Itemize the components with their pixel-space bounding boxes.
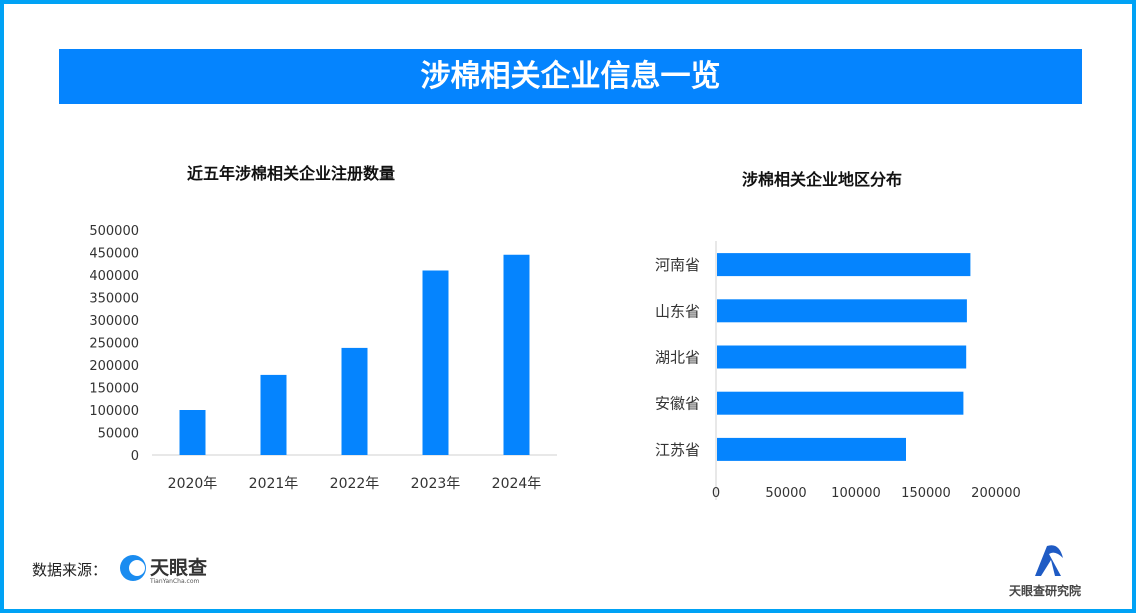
- bar-2023年: [422, 270, 449, 455]
- bar-2022年: [341, 347, 368, 455]
- bar-安徽省: [717, 391, 964, 415]
- x-tick-label: 0: [712, 486, 720, 501]
- y-tick-label: 50000: [98, 427, 139, 442]
- bar-湖北省: [717, 345, 967, 369]
- chart1-title: 近五年涉棉相关企业注册数量: [187, 164, 396, 183]
- y-tick-label: 450000: [89, 247, 139, 262]
- bar-山东省: [717, 299, 967, 323]
- bar-江苏省: [717, 437, 906, 461]
- y-tick-label: 山东省: [655, 302, 700, 320]
- x-tick-label: 2023年: [411, 476, 461, 492]
- bar-2021年: [260, 374, 287, 455]
- x-tick-label: 150000: [901, 486, 951, 501]
- y-tick-label: 100000: [89, 404, 139, 419]
- x-tick-label: 2022年: [330, 476, 380, 492]
- bar-2024年: [503, 254, 530, 455]
- y-tick-label: 安徽省: [655, 395, 700, 413]
- x-tick-label: 2020年: [168, 476, 218, 492]
- x-tick-label: 2024年: [492, 476, 542, 492]
- svg-text:天眼查: 天眼查: [150, 556, 208, 579]
- y-tick-label: 300000: [89, 314, 139, 329]
- y-tick-label: 150000: [89, 382, 139, 397]
- bar-2020年: [179, 410, 206, 455]
- y-tick-label: 500000: [89, 224, 139, 239]
- tianyancha-logo: 天眼查 TianYanCha.com: [118, 552, 218, 585]
- svg-text:TianYanCha.com: TianYanCha.com: [149, 578, 199, 584]
- source-label: 数据来源：: [32, 561, 108, 579]
- x-tick-label: 100000: [831, 486, 881, 501]
- bar-河南省: [717, 253, 971, 277]
- y-tick-label: 河南省: [655, 256, 700, 274]
- y-tick-label: 湖北省: [655, 349, 700, 367]
- y-tick-label: 0: [131, 449, 139, 464]
- y-tick-label: 江苏省: [655, 441, 700, 459]
- y-tick-label: 350000: [89, 292, 139, 307]
- chart2-title: 涉棉相关企业地区分布: [742, 170, 903, 189]
- x-tick-label: 50000: [765, 486, 806, 501]
- brand-name: 天眼查研究院: [1008, 584, 1081, 598]
- research-institute-logo: 天眼查研究院: [1000, 540, 1090, 602]
- x-tick-label: 2021年: [249, 476, 299, 492]
- page-title: 涉棉相关企业信息一览: [59, 49, 1082, 104]
- y-tick-label: 400000: [89, 269, 139, 284]
- x-tick-label: 200000: [971, 486, 1021, 501]
- y-tick-label: 200000: [89, 359, 139, 374]
- y-tick-label: 250000: [89, 337, 139, 352]
